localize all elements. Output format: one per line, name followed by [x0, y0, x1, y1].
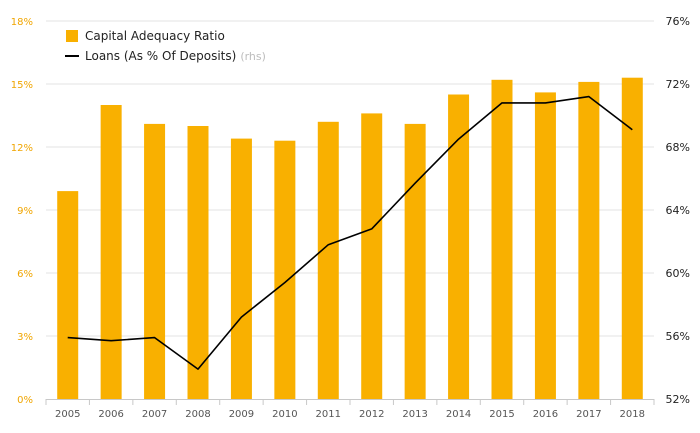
legend-swatch-bar — [66, 30, 78, 42]
bar — [361, 113, 383, 400]
x-tick-label: 2012 — [359, 409, 384, 420]
bar — [404, 123, 426, 400]
x-tick-label: 2009 — [229, 409, 254, 420]
x-tick-label: 2017 — [576, 409, 601, 420]
line-series — [67, 95, 633, 370]
x-tick-label: 2005 — [55, 409, 80, 420]
bar — [187, 126, 209, 399]
line-path — [67, 95, 633, 370]
bar — [274, 140, 296, 399]
bar — [230, 138, 252, 399]
bar — [317, 121, 339, 400]
y-left-tick-label: 12% — [11, 143, 33, 154]
y-right-tick-label: 68% — [666, 141, 690, 154]
x-tick-label: 2008 — [185, 409, 210, 420]
x-tick-label: 2014 — [446, 409, 471, 420]
x-tick-label: 2015 — [489, 409, 514, 420]
y-right-tick-label: 72% — [666, 78, 690, 91]
bar — [534, 92, 556, 400]
y-right-tick-label: 76% — [666, 15, 690, 28]
y-left-tick-label: 0% — [17, 395, 33, 406]
y-right-tick-label: 64% — [666, 204, 690, 217]
x-tick-label: 2016 — [533, 409, 558, 420]
y-left-tick-label: 15% — [11, 80, 33, 91]
y-right-tick-label: 52% — [666, 393, 690, 406]
bar — [491, 79, 513, 400]
legend-label-bar: Capital Adequacy Ratio — [85, 29, 225, 43]
bar-series — [57, 77, 643, 400]
legend-rhs-note: (rhs) — [240, 50, 266, 63]
gridlines — [46, 20, 654, 337]
y-left-tick-label: 3% — [17, 332, 33, 343]
y-left-tick-label: 18% — [11, 17, 33, 28]
bar — [621, 77, 643, 399]
x-tick-label: 2011 — [316, 409, 341, 420]
y-left-tick-label: 6% — [17, 269, 33, 280]
y-right-tick-label: 60% — [666, 267, 690, 280]
tick-labels: 0% 3% 6% 9% 12% 15% 18% 52% 56% 60% 64% 68% 72% 76% 20… — [11, 15, 690, 420]
bar — [448, 94, 470, 399]
y-left-tick-label: 9% — [17, 206, 33, 217]
bar — [100, 105, 122, 399]
x-tick-label: 2010 — [272, 409, 297, 420]
bar — [578, 81, 600, 400]
x-axis — [45, 399, 655, 405]
bar — [57, 191, 79, 399]
legend: Capital Adequacy Ratio Loans (As % Of De… — [65, 29, 266, 63]
x-tick-label: 2013 — [402, 409, 427, 420]
bar — [144, 123, 166, 400]
x-tick-label: 2006 — [98, 409, 123, 420]
x-tick-label: 2018 — [620, 409, 645, 420]
y-right-tick-label: 56% — [666, 330, 690, 343]
legend-label-line: Loans (As % Of Deposits) (rhs) — [85, 49, 266, 63]
legend-line-name: Loans (As % Of Deposits) — [85, 49, 236, 63]
x-tick-label: 2007 — [142, 409, 167, 420]
